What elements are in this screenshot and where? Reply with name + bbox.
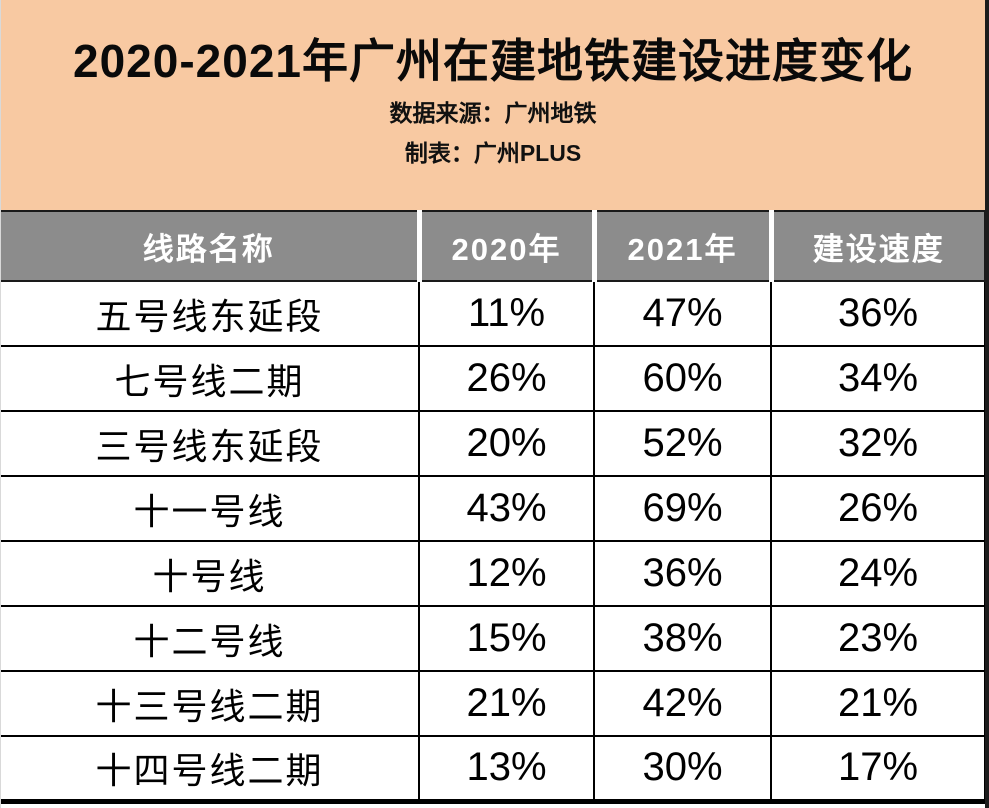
table-row: 十三号线二期 21% 42% 21% — [1, 670, 985, 737]
data-source-line: 数据来源：广州地铁 — [389, 100, 597, 127]
line-name-cell: 十四号线二期 — [1, 735, 420, 804]
page-title: 2020-2021年广州在建地铁建设进度变化 — [73, 35, 913, 87]
column-header-line-name: 线路名称 — [1, 210, 419, 282]
table-body: 五号线东延段 11% 47% 36% 七号线二期 26% 60% 34% 三号线东延段 20% 52… — [1, 280, 985, 804]
title-banner: 2020-2021年广州在建地铁建设进度变化 数据来源：广州地铁 制表：广州PL… — [1, 0, 985, 210]
value-cell: 13% — [418, 735, 595, 804]
value-cell: 26% — [418, 345, 595, 412]
column-header-build-speed: 建设速度 — [768, 210, 985, 282]
column-header-2020: 2020年 — [416, 210, 594, 282]
value-cell: 47% — [593, 280, 772, 347]
value-cell: 23% — [770, 605, 985, 672]
table-row: 十号线 12% 36% 24% — [1, 540, 985, 607]
table-row: 十四号线二期 13% 30% 17% — [1, 735, 985, 804]
value-cell: 20% — [418, 410, 595, 477]
value-cell: 36% — [593, 540, 772, 607]
table-row: 十一号线 43% 69% 26% — [1, 475, 985, 542]
line-name-cell: 十二号线 — [1, 605, 420, 672]
line-name-cell: 十三号线二期 — [1, 670, 420, 737]
value-cell: 36% — [770, 280, 985, 347]
value-cell: 21% — [418, 670, 595, 737]
chart-author-line: 制表：广州PLUS — [404, 140, 582, 167]
value-cell: 34% — [770, 345, 985, 412]
value-cell: 21% — [770, 670, 985, 737]
value-cell: 11% — [418, 280, 595, 347]
line-name-cell: 十一号线 — [1, 475, 420, 542]
value-cell: 69% — [593, 475, 772, 542]
line-name-cell: 五号线东延段 — [1, 280, 420, 347]
table-header: 线路名称 2020年 2021年 建设速度 — [1, 210, 985, 282]
value-cell: 17% — [770, 735, 985, 804]
table-row: 五号线东延段 11% 47% 36% — [1, 280, 985, 347]
value-cell: 60% — [593, 345, 772, 412]
value-cell: 32% — [770, 410, 985, 477]
line-name-cell: 三号线东延段 — [1, 410, 420, 477]
table-row: 七号线二期 26% 60% 34% — [1, 345, 985, 412]
value-cell: 12% — [418, 540, 595, 607]
value-cell: 38% — [593, 605, 772, 672]
table-header-row: 线路名称 2020年 2021年 建设速度 — [1, 210, 985, 282]
value-cell: 30% — [593, 735, 772, 804]
metro-progress-table: 线路名称 2020年 2021年 建设速度 五号线东延段 11% 47% 36% 七号线… — [1, 210, 985, 804]
line-name-cell: 十号线 — [1, 540, 420, 607]
value-cell: 26% — [770, 475, 985, 542]
table-row: 十二号线 15% 38% 23% — [1, 605, 985, 672]
value-cell: 15% — [418, 605, 595, 672]
value-cell: 52% — [593, 410, 772, 477]
value-cell: 24% — [770, 540, 985, 607]
value-cell: 43% — [418, 475, 595, 542]
table-row: 三号线东延段 20% 52% 32% — [1, 410, 985, 477]
value-cell: 42% — [593, 670, 772, 737]
line-name-cell: 七号线二期 — [1, 345, 420, 412]
column-header-2021: 2021年 — [591, 210, 771, 282]
